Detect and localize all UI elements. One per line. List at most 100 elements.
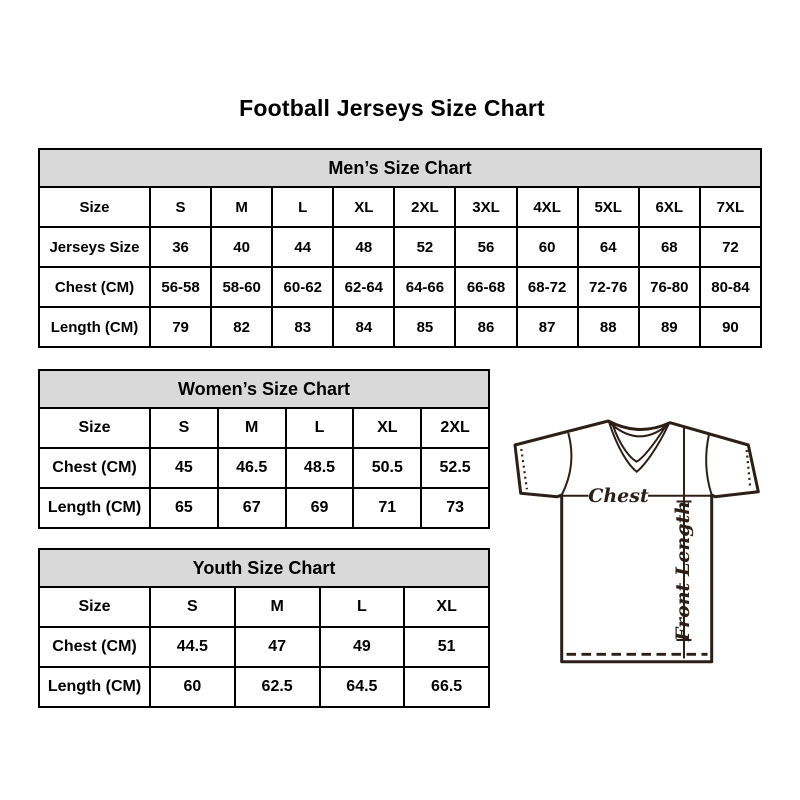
value-cell: 71 [352, 487, 423, 529]
table-row: Chest (CM) 56-58 58-60 60-62 62-64 64-66 66-68… [38, 266, 763, 308]
value-cell: L [318, 586, 406, 628]
value-cell: 83 [271, 306, 335, 348]
left-cuff-stitch-line [520, 448, 528, 490]
value-cell: 52 [393, 226, 457, 268]
value-cell: 66-68 [454, 266, 518, 308]
value-cell: M [210, 186, 274, 228]
row-label-cell: Length (CM) [38, 487, 151, 529]
value-cell: 62-64 [332, 266, 396, 308]
value-cell: 56-58 [148, 266, 213, 308]
table-section-title: Men’s Size Chart [38, 148, 762, 188]
value-cell: 89 [637, 306, 701, 348]
value-cell: 45 [149, 447, 219, 489]
value-cell: 88 [576, 306, 640, 348]
value-cell: 7XL [698, 186, 763, 228]
value-cell: 60 [515, 226, 579, 268]
value-cell: 82 [210, 306, 274, 348]
value-cell: 85 [393, 306, 457, 348]
left-sleeve-seam [560, 432, 573, 496]
row-label-cell: Size [38, 186, 151, 228]
table-row: Size S M L XL [38, 586, 490, 628]
value-cell: 4XL [515, 186, 579, 228]
right-sleeve-seam [705, 432, 713, 496]
row-label-cell: Size [38, 586, 151, 628]
table-section-title: Youth Size Chart [38, 548, 490, 588]
value-cell: 6XL [637, 186, 701, 228]
value-cell: 62.5 [233, 666, 321, 708]
collar-outer-v [608, 421, 670, 473]
value-cell: 56 [454, 226, 518, 268]
table-section-title: Women’s Size Chart [38, 369, 490, 409]
value-cell: 48 [332, 226, 396, 268]
value-cell: 48.5 [284, 447, 355, 489]
value-cell: 44 [271, 226, 335, 268]
value-cell: 87 [515, 306, 579, 348]
value-cell: 3XL [454, 186, 518, 228]
jersey-measurement-diagram: Chest Front Length [513, 419, 760, 664]
value-cell: 64.5 [318, 666, 406, 708]
table-row: Length (CM) 65 67 69 71 73 [38, 487, 490, 529]
row-label-cell: Chest (CM) [38, 447, 151, 489]
value-cell: S [149, 407, 219, 449]
value-cell: 68 [637, 226, 701, 268]
value-cell: 80-84 [698, 266, 763, 308]
value-cell: 76-80 [637, 266, 701, 308]
value-cell: 72-76 [576, 266, 640, 308]
value-cell: 84 [332, 306, 396, 348]
value-cell: L [271, 186, 335, 228]
value-cell: L [284, 407, 355, 449]
row-label-cell: Length (CM) [38, 666, 151, 708]
value-cell: 58-60 [210, 266, 274, 308]
value-cell: XL [332, 186, 396, 228]
value-cell: 49 [318, 626, 406, 668]
chest-label: Chest [588, 485, 649, 507]
value-cell: 86 [454, 306, 518, 348]
value-cell: S [149, 586, 236, 628]
value-cell: 5XL [576, 186, 640, 228]
youth-size-chart-table: Youth Size Chart Size S M L XL Chest (CM) 44.5 4… [38, 548, 490, 708]
row-label-cell: Jerseys Size [38, 226, 151, 268]
value-cell: 64-66 [393, 266, 457, 308]
table-row: Chest (CM) 44.5 47 49 51 [38, 626, 490, 668]
value-cell: S [148, 186, 213, 228]
value-cell: 46.5 [216, 447, 287, 489]
value-cell: 36 [148, 226, 213, 268]
value-cell: 79 [148, 306, 213, 348]
value-cell: 72 [698, 226, 763, 268]
value-cell: 69 [284, 487, 355, 529]
value-cell: 47 [233, 626, 321, 668]
value-cell: 60-62 [271, 266, 335, 308]
table-header-row: Men’s Size Chart [38, 148, 762, 188]
womens-size-chart-table: Women’s Size Chart Size S M L XL 2XL Chest (CM)… [38, 369, 490, 529]
value-cell: 60 [149, 666, 236, 708]
value-cell: M [216, 407, 287, 449]
value-cell: M [233, 586, 321, 628]
value-cell: 44.5 [149, 626, 236, 668]
table-row: Jerseys Size 36 40 44 48 52 56 60 64 68 72 [38, 226, 763, 268]
value-cell: 2XL [393, 186, 457, 228]
jersey-outline [513, 419, 760, 664]
value-cell: 68-72 [515, 266, 579, 308]
value-cell: 51 [403, 626, 490, 668]
page-title: Football Jerseys Size Chart [239, 95, 545, 121]
row-label-cell: Chest (CM) [38, 266, 151, 308]
table-row: Length (CM) 79 82 83 84 85 86 87 88 89 90 [38, 306, 763, 348]
row-label-cell: Size [38, 407, 151, 449]
value-cell: 90 [698, 306, 763, 348]
value-cell: XL [352, 407, 423, 449]
value-cell: 64 [576, 226, 640, 268]
collar-inner-v [612, 425, 667, 463]
mens-size-chart-table: Men’s Size Chart Size S M L XL 2XL 3XL 4XL 5XL 6XL… [38, 148, 763, 348]
value-cell: 65 [149, 487, 219, 529]
row-label-cell: Chest (CM) [38, 626, 151, 668]
value-cell: 40 [210, 226, 274, 268]
value-cell: 50.5 [352, 447, 423, 489]
table-row: Size S M L XL 2XL [38, 407, 490, 449]
table-row: Chest (CM) 45 46.5 48.5 50.5 52.5 [38, 447, 490, 489]
value-cell: 67 [216, 487, 287, 529]
value-cell: 73 [420, 487, 490, 529]
value-cell: 52.5 [420, 447, 490, 489]
table-header-row: Youth Size Chart [38, 548, 490, 588]
table-row: Length (CM) 60 62.5 64.5 66.5 [38, 666, 490, 708]
right-cuff-stitch-line [745, 449, 752, 489]
